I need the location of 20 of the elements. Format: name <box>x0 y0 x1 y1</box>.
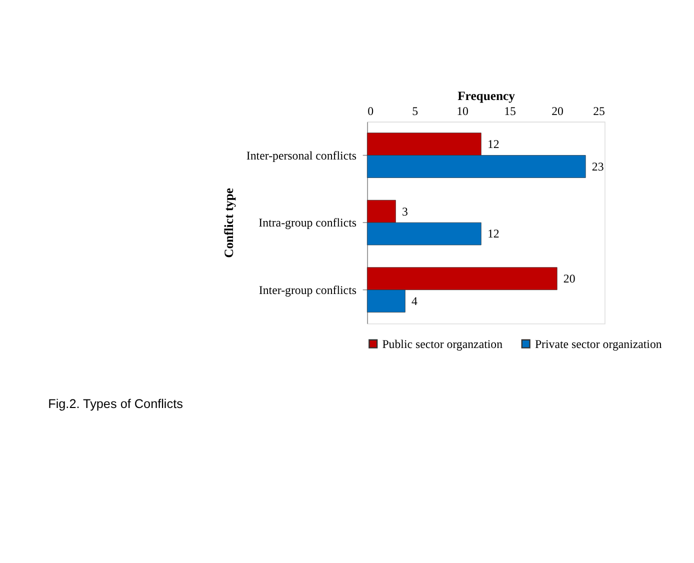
legend-label: Private sector organization <box>534 336 662 351</box>
data-label: 23 <box>592 159 604 174</box>
x-tick-label: 15 <box>504 104 516 118</box>
x-axis-title: Frequency <box>458 88 516 103</box>
data-label: 12 <box>487 226 500 241</box>
x-tick-label: 20 <box>552 104 564 118</box>
legend-label: Public sector organzation <box>382 336 503 351</box>
y-tick-label: Inter-personal conflicts <box>246 148 357 162</box>
x-tick-label: 5 <box>412 104 418 118</box>
x-tick-label: 10 <box>456 104 469 118</box>
data-label: 12 <box>487 137 500 152</box>
x-tick-label: 0 <box>368 104 374 118</box>
y-tick-label: Intra-group conflicts <box>258 216 357 230</box>
caption: Fig.2. Types of Conflicts <box>48 397 183 412</box>
y-tick-label: Inter-group conflicts <box>258 282 357 297</box>
data-label: 4 <box>411 294 418 308</box>
data-label: 3 <box>402 204 408 218</box>
data-label: 20 <box>563 272 576 286</box>
x-tick-label: 25 <box>593 104 606 118</box>
y-axis-title: Conflict type <box>222 188 236 258</box>
